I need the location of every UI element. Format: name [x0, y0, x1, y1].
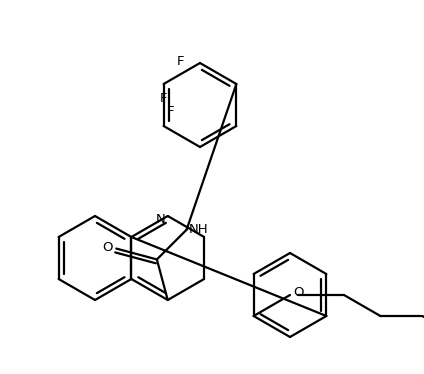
Text: NH: NH	[189, 223, 208, 236]
Text: O: O	[293, 286, 304, 300]
Text: O: O	[102, 241, 112, 254]
Text: F: F	[176, 55, 184, 67]
Text: F: F	[167, 105, 174, 118]
Text: F: F	[159, 92, 167, 105]
Text: N: N	[156, 212, 166, 226]
